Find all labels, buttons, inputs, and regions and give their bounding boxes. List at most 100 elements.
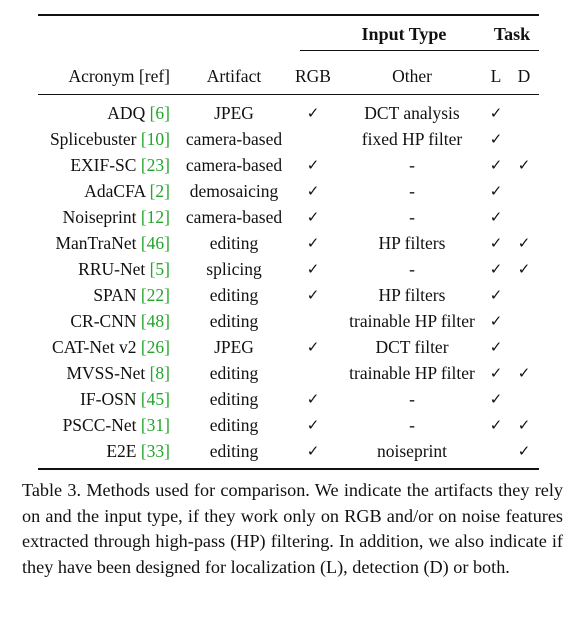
table-header-rule bbox=[38, 94, 539, 96]
acronym-cell: EXIF-SC [23] bbox=[38, 155, 170, 175]
method-acronym: SPAN bbox=[93, 285, 137, 306]
acronym-cell: E2E [33] bbox=[38, 441, 170, 461]
other-input-cell: trainable HP filter bbox=[349, 363, 475, 384]
other-column-header: Other bbox=[392, 66, 432, 86]
task-group-header: Task bbox=[493, 24, 531, 44]
localization-check-icon: ✓ bbox=[489, 286, 503, 305]
localization-check-icon: ✓ bbox=[489, 338, 503, 357]
artifact-cell: editing bbox=[209, 233, 259, 254]
table-row: Noiseprint [12] camera-based ✓ - ✓ bbox=[38, 204, 539, 230]
reference-link[interactable]: [45] bbox=[140, 389, 170, 410]
rgb-check-icon: ✓ bbox=[306, 104, 320, 123]
other-input-cell: noiseprint bbox=[377, 441, 447, 462]
rgb-check-icon: ✓ bbox=[306, 416, 320, 435]
table-row: RRU-Net [5] splicing ✓ - ✓ ✓ bbox=[38, 256, 539, 282]
rgb-check-icon: ✓ bbox=[306, 442, 320, 461]
detection-check-icon: ✓ bbox=[517, 442, 531, 461]
localization-check-icon: ✓ bbox=[489, 312, 503, 331]
method-acronym: Splicebuster bbox=[49, 129, 137, 150]
reference-link[interactable]: [10] bbox=[140, 129, 170, 150]
artifact-cell: JPEG bbox=[214, 337, 254, 358]
reference-link[interactable]: [46] bbox=[140, 233, 170, 254]
method-acronym: CAT-Net v2 bbox=[52, 337, 137, 358]
artifact-cell: camera-based bbox=[185, 129, 283, 150]
other-input-cell: trainable HP filter bbox=[349, 311, 475, 332]
reference-link[interactable]: [8] bbox=[149, 363, 170, 384]
other-input-cell: - bbox=[409, 389, 415, 410]
reference-link[interactable]: [6] bbox=[149, 103, 170, 124]
method-acronym: EXIF-SC bbox=[70, 155, 137, 176]
artifact-cell: editing bbox=[209, 363, 259, 384]
acronym-column-header: Acronym [ref] bbox=[68, 66, 170, 86]
detection-check-icon: ✓ bbox=[517, 416, 531, 435]
reference-link[interactable]: [48] bbox=[140, 311, 170, 332]
artifact-cell: splicing bbox=[206, 259, 262, 280]
localization-check-icon: ✓ bbox=[489, 130, 503, 149]
table-top-rule bbox=[38, 14, 539, 16]
table-row: EXIF-SC [23] camera-based ✓ - ✓ ✓ bbox=[38, 152, 539, 178]
other-input-cell: fixed HP filter bbox=[361, 129, 463, 150]
artifact-cell: editing bbox=[209, 441, 259, 462]
table-row: ADQ [6] JPEG ✓ DCT analysis ✓ bbox=[38, 100, 539, 126]
table-row: AdaCFA [2] demosaicing ✓ - ✓ bbox=[38, 178, 539, 204]
reference-link[interactable]: [5] bbox=[149, 259, 170, 280]
reference-link[interactable]: [12] bbox=[140, 207, 170, 228]
column-header-row: Acronym [ref] Artifact RGB Other L D bbox=[38, 54, 539, 94]
other-input-cell: DCT analysis bbox=[364, 103, 460, 124]
detection-check-icon: ✓ bbox=[517, 260, 531, 279]
acronym-cell: CR-CNN [48] bbox=[38, 311, 170, 331]
other-input-cell: - bbox=[409, 259, 415, 280]
localization-check-icon: ✓ bbox=[489, 208, 503, 227]
localization-check-icon: ✓ bbox=[489, 416, 503, 435]
reference-link[interactable]: [22] bbox=[140, 285, 170, 306]
table-row: CR-CNN [48] editing trainable HP filter ✓ bbox=[38, 308, 539, 334]
reference-link[interactable]: [31] bbox=[140, 415, 170, 436]
detection-check-icon: ✓ bbox=[517, 234, 531, 253]
rgb-check-icon: ✓ bbox=[306, 338, 320, 357]
acronym-cell: IF-OSN [45] bbox=[38, 389, 170, 409]
table-row: MVSS-Net [8] editing trainable HP filter ✓ ✓ bbox=[38, 360, 539, 386]
artifact-cell: editing bbox=[209, 389, 259, 410]
table-row: IF-OSN [45] editing ✓ - ✓ bbox=[38, 386, 539, 412]
acronym-cell: ManTraNet [46] bbox=[38, 233, 170, 253]
detection-check-icon: ✓ bbox=[517, 156, 531, 175]
reference-link[interactable]: [2] bbox=[149, 181, 170, 202]
artifact-cell: demosaicing bbox=[189, 181, 279, 202]
other-input-cell: DCT filter bbox=[375, 337, 449, 358]
method-acronym: CR-CNN bbox=[70, 311, 137, 332]
artifact-cell: camera-based bbox=[185, 155, 283, 176]
table-body: ADQ [6] JPEG ✓ DCT analysis ✓ Splicebuster [1… bbox=[38, 95, 539, 468]
method-acronym: AdaCFA bbox=[84, 181, 146, 202]
table-row: Splicebuster [10] camera-based fixed HP fi… bbox=[38, 126, 539, 152]
other-input-cell: - bbox=[409, 181, 415, 202]
acronym-cell: ADQ [6] bbox=[38, 103, 170, 123]
method-acronym: ManTraNet bbox=[55, 233, 137, 254]
task-underline bbox=[488, 50, 539, 52]
method-acronym: PSCC-Net bbox=[62, 415, 137, 436]
reference-link[interactable]: [26] bbox=[140, 337, 170, 358]
artifact-cell: editing bbox=[209, 285, 259, 306]
acronym-cell: SPAN [22] bbox=[38, 285, 170, 305]
rgb-check-icon: ✓ bbox=[306, 234, 320, 253]
artifact-cell: camera-based bbox=[185, 207, 283, 228]
other-input-cell: HP filters bbox=[378, 285, 446, 306]
other-input-cell: - bbox=[409, 207, 415, 228]
acronym-cell: PSCC-Net [31] bbox=[38, 415, 170, 435]
acronym-cell: Noiseprint [12] bbox=[38, 207, 170, 227]
acronym-cell: Splicebuster [10] bbox=[38, 129, 170, 149]
localization-check-icon: ✓ bbox=[489, 260, 503, 279]
method-acronym: Noiseprint bbox=[62, 207, 137, 228]
localization-check-icon: ✓ bbox=[489, 104, 503, 123]
comparison-table: Input Type Task Acronym [ref] Artifact R… bbox=[38, 14, 539, 471]
detection-check-icon: ✓ bbox=[517, 364, 531, 383]
method-acronym: RRU-Net bbox=[78, 259, 146, 280]
reference-link[interactable]: [23] bbox=[140, 155, 170, 176]
rgb-check-icon: ✓ bbox=[306, 156, 320, 175]
rgb-check-icon: ✓ bbox=[306, 260, 320, 279]
reference-link[interactable]: [33] bbox=[140, 441, 170, 462]
table-row: CAT-Net v2 [26] JPEG ✓ DCT filter ✓ bbox=[38, 334, 539, 360]
acronym-cell: CAT-Net v2 [26] bbox=[38, 337, 170, 357]
l-column-header: L bbox=[490, 66, 502, 86]
method-acronym: MVSS-Net bbox=[66, 363, 146, 384]
artifact-column-header: Artifact bbox=[206, 66, 262, 86]
